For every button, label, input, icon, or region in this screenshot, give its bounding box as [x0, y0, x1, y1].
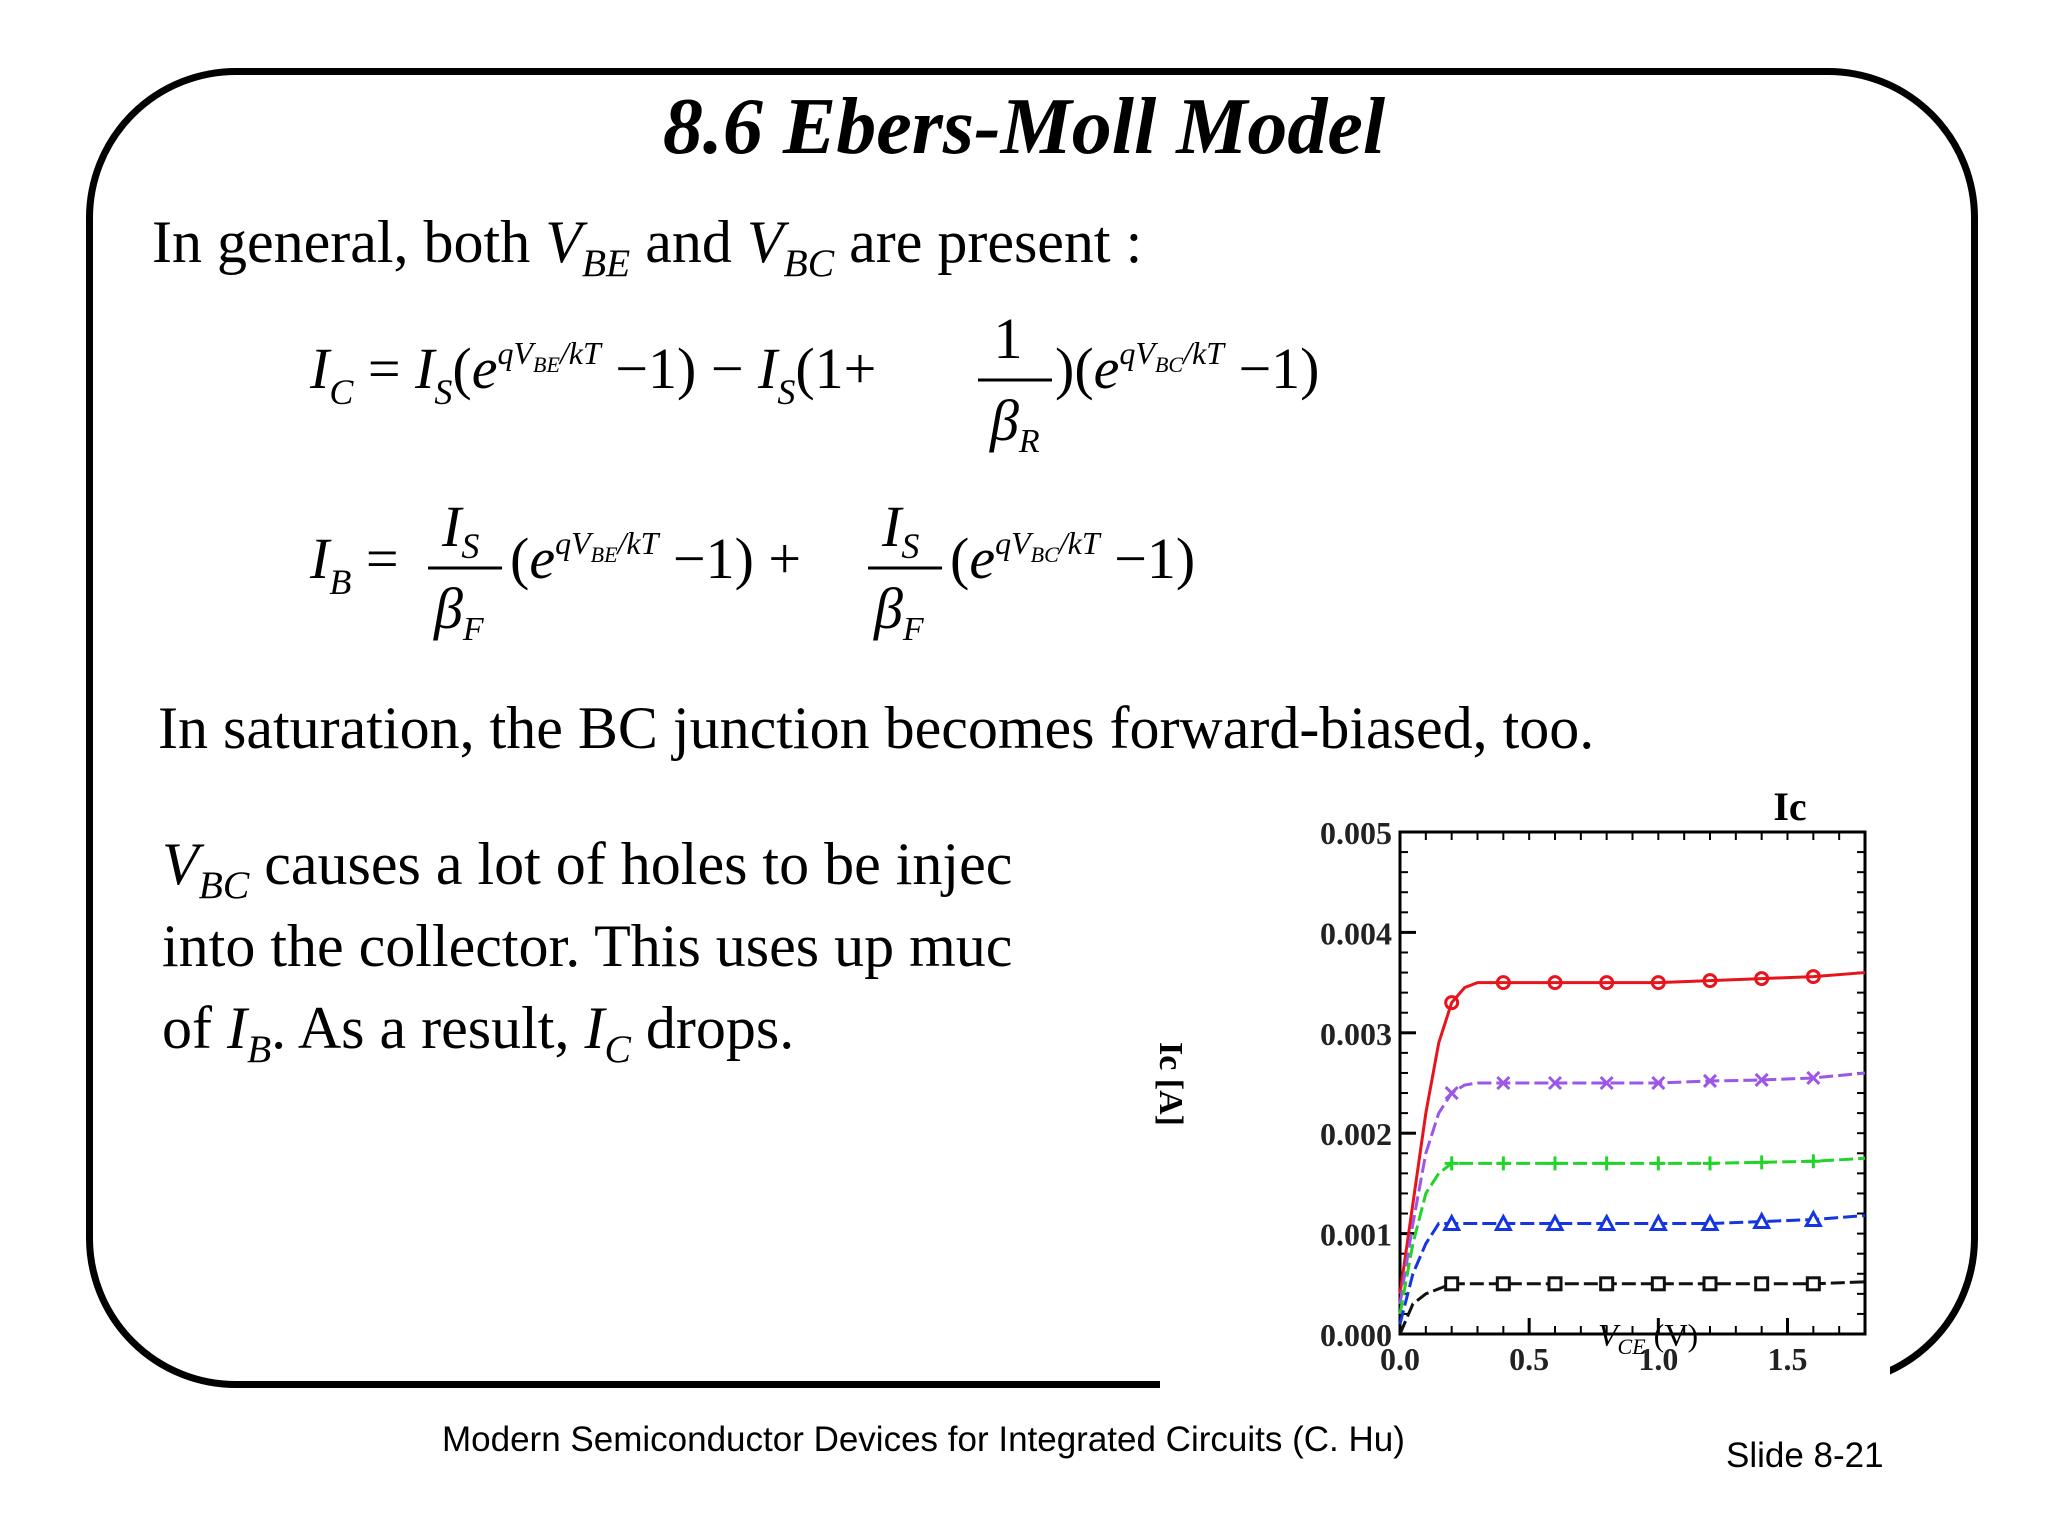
para-line-3: of IB. As a result, IC drops. — [162, 994, 794, 1072]
var-ib-sub: B — [246, 1026, 272, 1071]
marker-circle — [1650, 975, 1666, 991]
y-tick-label: 0.002 — [1320, 1116, 1392, 1152]
para-text-3b: . As a result, — [271, 995, 585, 1061]
var-ic-sub: C — [604, 1026, 631, 1071]
para-line-2: into the collector. This uses up muc — [162, 913, 1013, 979]
intro-line: In general, both VBE and VBC are present… — [152, 208, 1142, 286]
para-text-3a: of — [162, 995, 227, 1061]
y-tick-label: 0.005 — [1320, 815, 1392, 851]
y-tick-label: 0.001 — [1320, 1217, 1392, 1253]
marker-x — [1496, 1075, 1511, 1091]
para-text-3c: drops. — [630, 995, 795, 1061]
marker-circle — [1805, 969, 1821, 985]
para-line-1: VBC causes a lot of holes to be injec — [162, 830, 1130, 908]
svg-text:(eqVBC/kT −1): (eqVBC/kT −1) — [950, 525, 1195, 591]
data-series — [1398, 969, 1866, 1335]
marker-plus — [1548, 1156, 1562, 1171]
marker-circle — [1495, 975, 1511, 991]
marker-triangle — [1493, 1213, 1513, 1232]
y-tick-label: 0.003 — [1320, 1016, 1392, 1052]
x-tick-label: 0.0 — [1380, 1341, 1420, 1377]
ic-chart: Ic 0.000 0.001 0.002 0.003 0.004 0.005 0.0 0.5 1… — [1110, 780, 1890, 1400]
marker-square — [1599, 1276, 1615, 1292]
marker-plus — [1496, 1156, 1511, 1171]
marker-x — [1444, 1085, 1459, 1101]
series-line-3 — [1398, 1156, 1866, 1315]
marker-circle — [1547, 975, 1563, 991]
marker-circle — [1444, 995, 1460, 1011]
intro-text: In general, both — [152, 209, 546, 275]
marker-x — [1754, 1072, 1769, 1088]
svg-text:IS: IS — [441, 494, 479, 566]
y-tick-label: 0.000 — [1320, 1317, 1392, 1353]
marker-plus — [1754, 1155, 1769, 1170]
marker-x — [1651, 1075, 1666, 1091]
marker-square — [1495, 1276, 1511, 1292]
intro-and: and — [630, 209, 747, 275]
x-tick-label: 1.5 — [1768, 1341, 1808, 1377]
svg-text:IS: IS — [881, 494, 919, 566]
marker-plus — [1806, 1154, 1821, 1169]
marker-triangle — [1597, 1213, 1617, 1232]
saturation-line: In saturation, the BC junction becomes f… — [158, 695, 1595, 761]
marker-triangle — [1803, 1209, 1823, 1228]
slide-frame — [86, 68, 1978, 1388]
marker-plus — [1703, 1156, 1717, 1171]
axis-ticks: 0.000 0.001 0.002 0.003 0.004 0.005 0.0 0.5 1.0 1… — [1320, 815, 1866, 1377]
para-text-1: causes a lot of holes to be injec — [249, 831, 1013, 897]
footer-source: Modern Semiconductor Devices for Integra… — [442, 1420, 1405, 1459]
svg-text:(eqVBE/kT −1) +: (eqVBE/kT −1) + — [510, 525, 801, 591]
x-axis-label: VCE (V) — [1598, 1317, 1698, 1359]
var-ib: I — [226, 995, 247, 1061]
svg-text:IB =: IB = — [309, 526, 399, 602]
var-vbe: V — [545, 209, 582, 275]
var-ic: I — [584, 995, 605, 1061]
svg-text:βR: βR — [989, 388, 1040, 460]
x-tick-label: 1.0 — [1638, 1341, 1678, 1377]
y-tick-label: 0.004 — [1320, 915, 1392, 951]
marker-square — [1444, 1276, 1460, 1292]
slide-title: 8.6 Ebers-Moll Model — [662, 83, 1386, 171]
var-vbe-sub: BE — [581, 240, 631, 285]
x-tick-label: 0.5 — [1509, 1341, 1549, 1377]
equation-ic: IC = IS(eqVBE/kT −1) − IS(1+ 1 βR )(eqVB… — [309, 306, 1410, 470]
series-line-1 — [1398, 971, 1866, 1295]
series-line-4 — [1398, 1214, 1866, 1325]
marker-square — [1547, 1276, 1563, 1292]
marker-square — [1805, 1276, 1821, 1292]
marker-x — [1547, 1075, 1563, 1091]
chart-title: Ic — [1773, 784, 1806, 829]
svg-text:IC = IS(eqVBE/kT −1) − IS(1+: IC = IS(eqVBE/kT −1) − IS(1+ — [309, 335, 876, 412]
var-vbc: V — [746, 209, 784, 275]
marker-square — [1650, 1276, 1666, 1292]
var-vbc-para-sub: BC — [198, 862, 250, 907]
slide-number: Slide 8-21 — [1726, 1436, 1884, 1475]
chart-mask — [1130, 836, 1136, 1366]
marker-square — [1754, 1276, 1770, 1292]
marker-triangle — [1545, 1213, 1565, 1232]
marker-x — [1806, 1070, 1821, 1086]
svg-text:)(eqVBC/kT −1): )(eqVBC/kT −1) — [1055, 335, 1319, 401]
marker-triangle — [1752, 1211, 1772, 1230]
marker-square — [1702, 1276, 1718, 1292]
svg-text:βF: βF — [873, 576, 925, 648]
marker-triangle — [1700, 1213, 1720, 1232]
var-vbc-sub: BC — [783, 240, 835, 285]
marker-circle — [1754, 971, 1770, 987]
equation-ib: IB = IS βF (eqVBE/kT −1) + IS βF (eqVBC/… — [309, 494, 1310, 658]
svg-text:1: 1 — [994, 306, 1023, 371]
marker-x — [1702, 1073, 1718, 1089]
marker-x — [1599, 1075, 1614, 1091]
svg-text:βF: βF — [433, 576, 485, 648]
marker-plus — [1599, 1156, 1614, 1171]
var-vbc-para: V — [162, 831, 199, 897]
y-axis-label: Ic [A] — [1152, 1042, 1189, 1126]
marker-circle — [1702, 973, 1718, 989]
marker-plus — [1444, 1156, 1459, 1171]
marker-circle — [1599, 975, 1615, 991]
intro-post: are present : — [834, 209, 1143, 275]
marker-triangle — [1648, 1213, 1668, 1232]
marker-plus — [1651, 1156, 1666, 1171]
marker-triangle — [1442, 1213, 1462, 1232]
